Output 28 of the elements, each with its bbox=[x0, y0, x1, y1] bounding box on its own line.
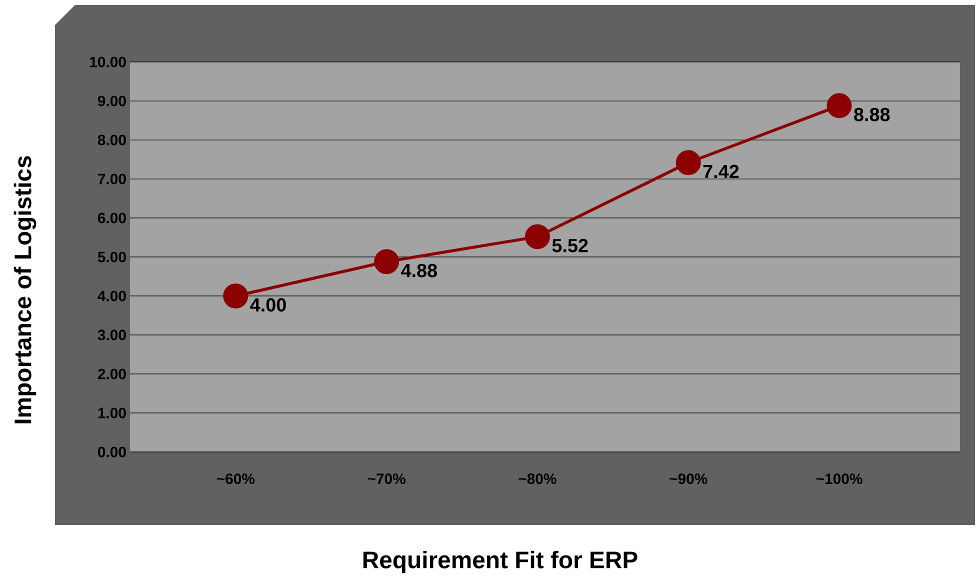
y-tick-label: 7.00 bbox=[98, 174, 126, 184]
point bbox=[524, 224, 550, 250]
y-tick-label: 3.00 bbox=[98, 330, 126, 340]
x-axis-title: Requirement Fit for ERP bbox=[363, 550, 638, 574]
y-tick-label: 6.00 bbox=[98, 212, 126, 224]
y-axis-title: Importance of Logistics bbox=[14, 156, 36, 424]
y-tick-label: 10.00 bbox=[90, 56, 126, 68]
y-tick-label: 2.00 bbox=[98, 368, 126, 380]
y-tick-label: 0.00 bbox=[98, 446, 126, 458]
x-tick-label: ~60% bbox=[216, 474, 255, 484]
point bbox=[676, 150, 701, 176]
y-tick-label: 1.00 bbox=[98, 408, 126, 418]
y-tick-label: 8.00 bbox=[98, 134, 126, 146]
y-tick-label: 9.00 bbox=[98, 96, 126, 106]
data-label: 5.52 bbox=[552, 238, 588, 252]
data-label: 4.00 bbox=[250, 298, 286, 312]
y-tick-label: 4.00 bbox=[98, 290, 126, 302]
y-tick-label: 5.00 bbox=[98, 252, 126, 262]
x-tick-label: ~70% bbox=[368, 474, 406, 484]
point bbox=[826, 93, 852, 118]
data-label: 8.88 bbox=[854, 108, 890, 122]
point bbox=[374, 249, 400, 274]
x-tick-label: ~80% bbox=[518, 474, 556, 484]
x-tick-label: ~90% bbox=[670, 474, 708, 484]
x-tick-label: ~100% bbox=[816, 474, 862, 484]
point bbox=[223, 283, 248, 308]
data-label: 7.42 bbox=[703, 164, 739, 178]
data-label: 4.88 bbox=[401, 264, 437, 278]
